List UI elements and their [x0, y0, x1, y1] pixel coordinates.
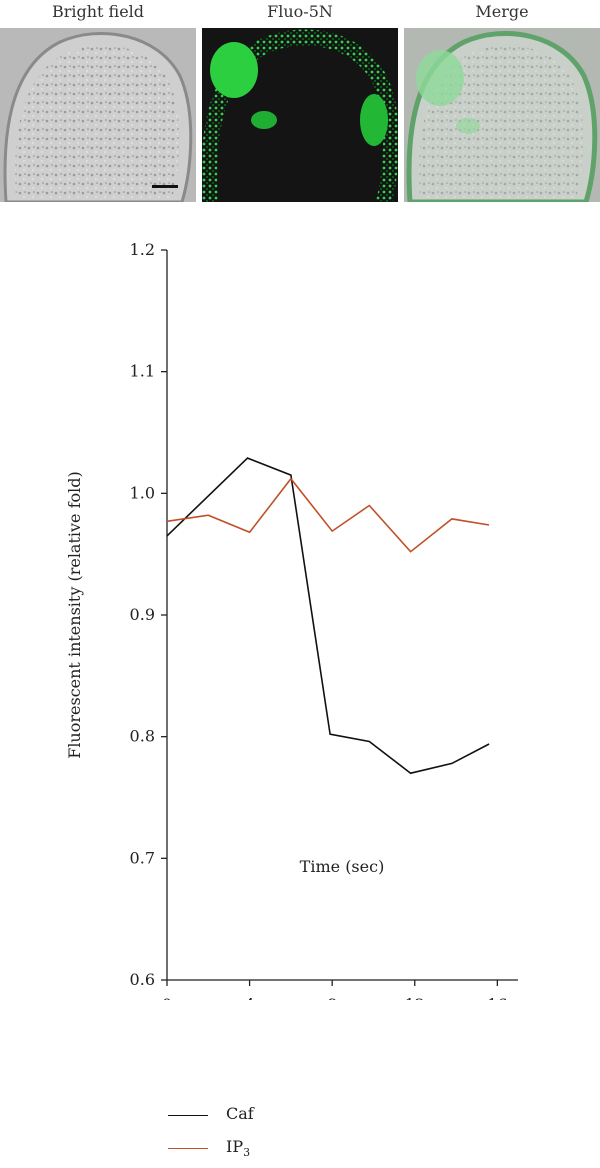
- y-axis-label: Fluorescent intensity (relative fold): [65, 471, 84, 759]
- x-tick-label: 16: [487, 995, 507, 1000]
- legend-label-caf: Caf: [226, 1104, 254, 1123]
- x-tick-label: 8: [327, 995, 337, 1000]
- legend-label-ip3: IP3: [226, 1137, 250, 1159]
- panel-label-fluo-5n: Fluo-5N: [267, 2, 333, 21]
- merge-image: [404, 28, 600, 202]
- y-tick-label: 1.1: [130, 362, 155, 381]
- x-tick-label: 0: [162, 995, 172, 1000]
- x-tick-label: 4: [244, 995, 254, 1000]
- fluo-5n-image: [202, 28, 398, 202]
- bright-field-image: [0, 28, 196, 202]
- chart-series: [166, 457, 490, 775]
- panel-label-merge: Merge: [475, 2, 529, 21]
- series-line-ip3: [166, 477, 490, 553]
- legend-label-ip3-main: IP: [226, 1137, 244, 1156]
- y-tick-label: 0.9: [130, 605, 155, 624]
- fluorescence-line-chart: 0.6 0.7 0.8 0.9 1.0 1.1 1.2 0 4 8 12 16 Fluorescen…: [65, 240, 518, 1000]
- y-tick-label: 0.8: [130, 727, 155, 746]
- y-tick-label: 0.7: [130, 848, 155, 867]
- x-axis-ticks: 0 4 8 12 16: [162, 980, 508, 1000]
- x-tick-label: 12: [405, 995, 425, 1000]
- y-tick-label: 1.0: [130, 483, 155, 502]
- y-tick-label: 1.2: [130, 240, 155, 259]
- x-axis-label: Time (sec): [300, 857, 385, 876]
- y-axis-ticks: 0.6 0.7 0.8 0.9 1.0 1.1 1.2: [130, 240, 167, 989]
- legend-swatch-ip3: [168, 1148, 208, 1149]
- y-tick-label: 0.6: [130, 970, 155, 989]
- series-line-caf: [166, 457, 490, 775]
- panel-label-bright-field: Bright field: [51, 2, 145, 21]
- legend-label-ip3-sub: 3: [243, 1146, 251, 1160]
- legend-swatch-caf: [168, 1115, 208, 1116]
